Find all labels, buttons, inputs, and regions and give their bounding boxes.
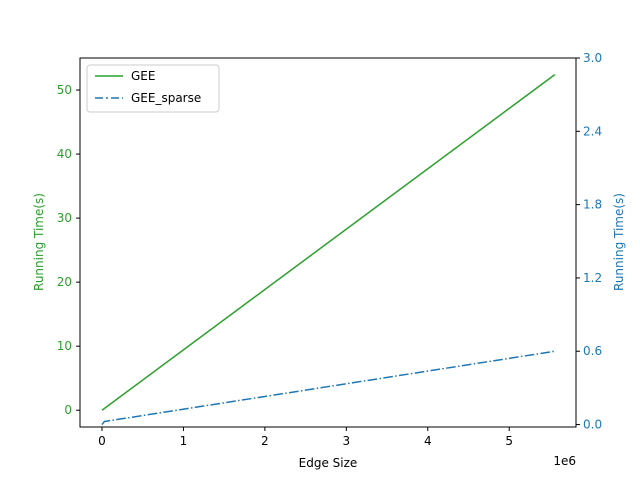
x-tick-label: 3 — [343, 434, 351, 448]
x-tick-label: 4 — [424, 434, 432, 448]
x-axis-offset-label: 1e6 — [553, 454, 576, 468]
right-y-tick-label: 0.6 — [583, 344, 602, 358]
left-y-tick-label: 20 — [57, 275, 72, 289]
x-tick-label: 0 — [98, 434, 106, 448]
right-y-tick-label: 1.2 — [583, 271, 602, 285]
x-tick-label: 2 — [261, 434, 269, 448]
left-y-axis-label: Running Time(s) — [32, 193, 46, 291]
right-y-tick-label: 0.0 — [583, 418, 602, 432]
series-line-gee — [101, 74, 556, 411]
left-y-tick-label: 0 — [64, 403, 72, 417]
left-y-tick-label: 50 — [57, 83, 72, 97]
x-axis-label: Edge Size — [299, 456, 358, 470]
legend: GEE GEE_sparse — [86, 64, 220, 113]
right-y-tick-label: 1.8 — [583, 198, 602, 212]
left-y-tick-label: 40 — [57, 147, 72, 161]
plot-layer — [101, 74, 556, 426]
x-tick-label: 1 — [180, 434, 188, 448]
x-tick-label: 5 — [505, 434, 513, 448]
plot-frame — [79, 57, 577, 428]
left-y-tick-label: 30 — [57, 211, 72, 225]
legend-label-gee-sparse: GEE_sparse — [131, 91, 201, 105]
right-y-tick-label: 2.4 — [583, 124, 602, 138]
legend-label-gee: GEE — [131, 69, 155, 83]
series-line-gee-sparse — [101, 350, 555, 426]
right-y-tick-label: 3.0 — [583, 51, 602, 65]
left-y-tick-label: 10 — [57, 339, 72, 353]
right-y-axis-label: Running Time(s) — [612, 193, 626, 291]
